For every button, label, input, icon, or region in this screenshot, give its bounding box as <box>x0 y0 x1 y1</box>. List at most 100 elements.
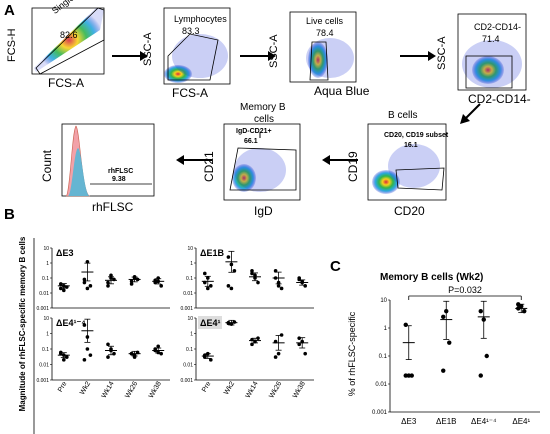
data-point <box>297 342 302 347</box>
x-tick-label: Wk38 <box>148 380 163 399</box>
y-tick-label: 0.01 <box>39 363 49 369</box>
data-point <box>303 284 308 288</box>
memb-label: IgD-CD21+ <box>236 128 272 135</box>
memb-plot <box>223 123 301 201</box>
y-tick-label: 10 <box>43 246 49 252</box>
memb-xlabel: IgD <box>254 204 273 218</box>
cd2-label: CD2-CD14- <box>474 22 522 32</box>
hist-value: 9.38 <box>112 176 126 183</box>
y-tick-label: 0.1 <box>42 276 49 282</box>
data-point <box>156 344 160 349</box>
data-point <box>232 320 237 324</box>
x-tick-label: ΔE1B <box>436 417 456 426</box>
subplot: 10 1 0.1 0.01 0.001 ΔE3 <box>36 246 170 312</box>
y-tick-label: 1 <box>190 261 193 267</box>
memb-ylabel: CD21 <box>202 151 216 182</box>
y-tick-label: 10 <box>187 246 193 252</box>
bcells-label: CD20, CD19 subset <box>384 132 449 139</box>
subplot: 10 1 0.1 0.01 0.001 ΔE1B <box>180 246 314 312</box>
hist-ylabel: Count <box>40 149 54 182</box>
live-plot <box>289 11 357 83</box>
subplot: 10 1 0.1 0.01 0.001 ΔE3 ΔE1B ΔE4¹⁻⁴ ΔE4¹ <box>372 298 540 426</box>
live-ylabel: SSC-A <box>268 34 280 68</box>
data-point <box>106 342 110 347</box>
singlets-ylabel: FCS-H <box>6 28 18 62</box>
data-point <box>276 351 281 356</box>
data-point <box>88 353 93 357</box>
lymph-xlabel: FCS-A <box>172 86 208 100</box>
data-point <box>478 373 483 378</box>
y-tick-label: 10 <box>187 316 193 322</box>
data-point <box>129 279 134 284</box>
y-tick-label: 0.01 <box>183 363 193 369</box>
lymph-ylabel: SSC-A <box>142 32 154 66</box>
data-point <box>484 353 489 359</box>
subplot: 10 1 0.1 0.01 0.001 Pre Wk2 Wk14 Wk26 Wk38 ΔE4¹ <box>180 316 314 400</box>
x-tick-label: Wk26 <box>124 380 139 399</box>
panel-c-label: C <box>330 258 341 275</box>
y-tick-label: 0.01 <box>183 291 193 297</box>
cd2-plot <box>457 13 527 91</box>
y-tick-label: 10 <box>380 298 387 304</box>
singlets-xlabel: FCS-A <box>48 76 84 90</box>
data-point <box>409 373 414 378</box>
data-point <box>441 368 446 373</box>
y-tick-label: 1 <box>46 332 49 338</box>
data-point <box>129 282 134 286</box>
data-point <box>62 288 66 293</box>
singlets-value: 82.6 <box>60 30 78 40</box>
data-point <box>159 284 163 288</box>
singlets-plot <box>31 7 105 75</box>
data-point <box>256 280 260 285</box>
bcells-plot <box>367 123 447 201</box>
bcells-value: 16.1 <box>404 142 418 149</box>
data-point <box>82 323 87 327</box>
lymph-value: 83.3 <box>182 26 200 36</box>
data-point <box>478 308 483 314</box>
data-point <box>65 355 69 359</box>
data-point <box>297 276 302 280</box>
data-point <box>85 347 90 351</box>
x-tick-label: ΔE3 <box>401 417 417 426</box>
memb-title-1: Memory B <box>240 102 286 113</box>
x-tick-label: Wk14 <box>101 380 116 399</box>
bcells-xlabel: CD20 <box>394 204 425 218</box>
data-point <box>273 355 278 359</box>
hist-plot <box>61 123 155 197</box>
data-point <box>226 284 231 288</box>
lymphocytes-plot <box>163 7 231 85</box>
x-tick-label: Wk2 <box>223 380 236 396</box>
data-point <box>209 358 213 362</box>
title-box <box>198 316 222 329</box>
data-point <box>82 277 87 282</box>
data-point <box>62 358 66 362</box>
y-tick-label: 0.001 <box>36 378 49 384</box>
data-point <box>229 286 234 291</box>
data-point <box>206 286 210 291</box>
memb-value: 66.1 <box>244 138 258 145</box>
data-point <box>106 355 110 359</box>
data-point <box>232 269 237 273</box>
panel-b-label: B <box>4 206 15 223</box>
y-tick-label: 0.01 <box>375 382 387 388</box>
data-point <box>85 260 90 264</box>
x-tick-label: ΔE4¹ <box>512 417 530 426</box>
x-tick-label: Pre <box>201 380 213 393</box>
panel-c-chart: 10 1 0.1 0.01 0.001 ΔE3 ΔE1B ΔE4¹⁻⁴ ΔE4¹ P=0.032 <box>372 286 540 426</box>
y-tick-label: 0.001 <box>36 306 49 312</box>
x-tick-label: Wk38 <box>292 380 307 399</box>
y-tick-label: 0.001 <box>372 410 388 416</box>
pvalue-label: P=0.032 <box>448 286 482 295</box>
data-point <box>82 358 87 362</box>
subplot-title: ΔE4¹⁻⁴ <box>56 318 86 328</box>
bcells-title: B cells <box>388 110 418 121</box>
bcells-ylabel: CD19 <box>346 151 360 182</box>
y-tick-label: 0.1 <box>186 276 193 282</box>
y-tick-label: 0.1 <box>186 347 193 353</box>
hist-xlabel: rhFLSC <box>92 200 134 214</box>
x-tick-label: ΔE4¹⁻⁴ <box>471 417 497 426</box>
live-xlabel: Aqua Blue <box>314 84 370 98</box>
panel-a-gating <box>31 7 527 201</box>
y-tick-label: 0.001 <box>180 378 193 384</box>
memb-title-2: cells <box>254 114 275 125</box>
